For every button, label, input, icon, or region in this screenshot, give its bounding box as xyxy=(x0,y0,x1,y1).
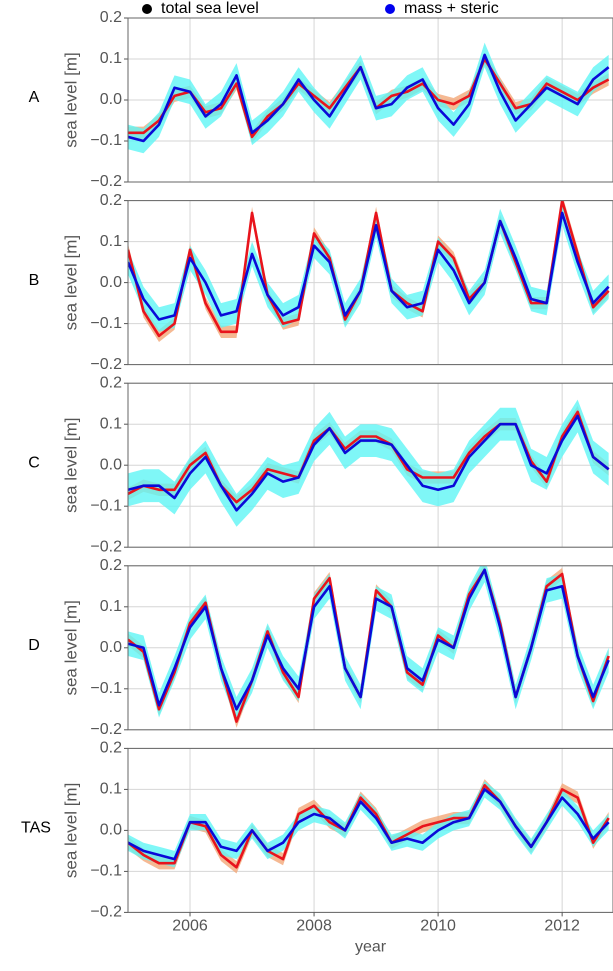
plot-frame xyxy=(127,747,613,913)
x-tick-label: 2010 xyxy=(420,918,456,935)
plot-frame xyxy=(127,382,613,548)
uncertainty-band xyxy=(128,399,609,527)
y-tick-label: −0.1 xyxy=(90,315,122,332)
plot-marks xyxy=(128,42,610,154)
panel-label: A xyxy=(29,89,40,106)
legend-marker xyxy=(385,4,395,14)
plot-frame xyxy=(127,17,613,183)
panel-label: D xyxy=(28,637,40,654)
y-tick-label: 0.0 xyxy=(100,456,122,473)
y-tick-label: −0.1 xyxy=(90,132,122,149)
y-tick-label: 0.2 xyxy=(100,374,122,391)
y-tick-label: −0.2 xyxy=(90,904,122,921)
y-tick-label: −0.1 xyxy=(90,497,122,514)
y-tick-label: 0.0 xyxy=(100,91,122,108)
series-line xyxy=(128,211,610,321)
y-tick-label: −0.1 xyxy=(90,863,122,880)
x-axis-label: year xyxy=(355,939,387,956)
y-tick-label: 0.0 xyxy=(100,274,122,291)
y-tick-label: 0.1 xyxy=(100,598,122,615)
plot-marks xyxy=(128,399,610,527)
plot-marks xyxy=(128,779,610,874)
y-axis-label: sea level [m] xyxy=(61,417,80,512)
panel-label: TAS xyxy=(21,820,51,837)
panel-label: B xyxy=(29,272,40,289)
uncertainty-band xyxy=(128,200,609,332)
y-axis-label: sea level [m] xyxy=(61,783,80,878)
series-line xyxy=(128,414,610,512)
y-tick-label: −0.2 xyxy=(90,721,122,738)
y-tick-label: 0.2 xyxy=(100,557,122,574)
y-axis-label: sea level [m] xyxy=(61,52,80,147)
legend-label: mass + steric xyxy=(404,0,499,17)
plot-marks xyxy=(128,565,610,728)
y-tick-label: 0.1 xyxy=(100,781,122,798)
y-tick-label: −0.2 xyxy=(90,356,122,373)
y-tick-label: 0.2 xyxy=(100,9,122,26)
y-tick-label: 0.0 xyxy=(100,639,122,656)
y-tick-label: 0.2 xyxy=(100,192,122,209)
legend-label: total sea level xyxy=(161,0,259,17)
series-line xyxy=(128,788,610,861)
y-tick-label: 0.1 xyxy=(100,415,122,432)
y-axis-label: sea level [m] xyxy=(61,235,80,330)
y-tick-label: 0.0 xyxy=(100,822,122,839)
y-tick-label: −0.1 xyxy=(90,680,122,697)
series-line xyxy=(128,53,610,143)
x-tick-label: 2008 xyxy=(296,918,332,935)
y-tick-label: −0.2 xyxy=(90,538,122,555)
y-tick-label: −0.2 xyxy=(90,173,122,190)
y-tick-label: 0.1 xyxy=(100,50,122,67)
y-axis-label: sea level [m] xyxy=(61,600,80,695)
series-line xyxy=(128,568,610,711)
x-tick-label: 2006 xyxy=(172,918,208,935)
panel-label: C xyxy=(28,454,40,471)
plot-frame xyxy=(127,565,613,731)
plot-marks xyxy=(128,200,610,343)
plot-frame xyxy=(127,200,613,366)
series-line xyxy=(128,200,610,338)
y-tick-label: 0.1 xyxy=(100,233,122,250)
legend-marker xyxy=(142,4,152,14)
x-tick-label: 2012 xyxy=(544,918,580,935)
y-tick-label: 0.2 xyxy=(100,740,122,757)
